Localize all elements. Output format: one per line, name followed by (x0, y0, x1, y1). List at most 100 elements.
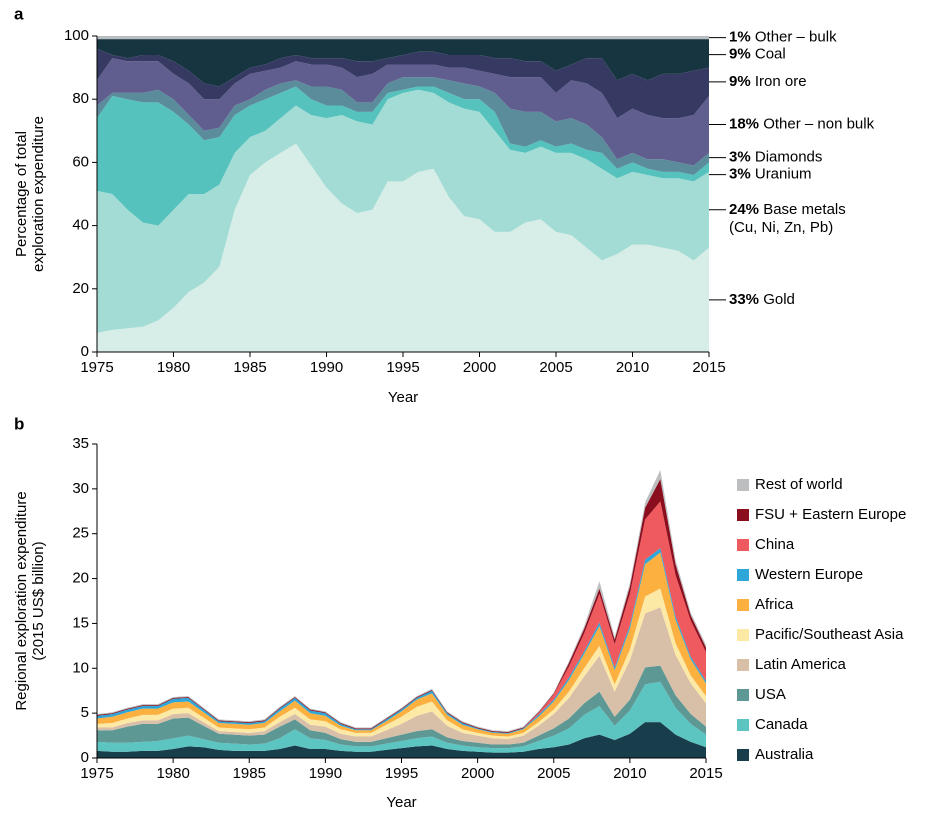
y-axis-label-line: Regional exploration expenditure (13, 491, 30, 710)
legend-label: Latin America (755, 656, 847, 673)
x-tick-label: 1985 (233, 359, 266, 376)
x-tick-label: 1995 (386, 359, 419, 376)
series-label: 3% Uranium (729, 166, 812, 183)
panel-letter: a (14, 4, 24, 23)
series-label: 18% Other – non bulk (729, 115, 875, 132)
area (97, 665, 706, 749)
y-axis-label: Regional exploration expenditure(2015 US… (13, 491, 47, 710)
legend-label: Western Europe (755, 566, 863, 583)
series-share: 9% (729, 73, 751, 90)
x-tick-label: 2010 (613, 765, 646, 782)
area (97, 48, 709, 119)
x-tick-label: 1995 (385, 765, 418, 782)
series-label: 24% Base metals (729, 201, 846, 218)
series-name: Coal (755, 46, 786, 63)
y-tick-label: 10 (72, 659, 89, 676)
y-tick-label: 35 (72, 435, 89, 452)
y-axis-label-line: exploration expenditure (30, 116, 47, 272)
series-name: Other – non bulk (763, 115, 874, 132)
legend-label: China (755, 536, 795, 553)
area (97, 501, 706, 733)
series-name: Diamonds (755, 149, 823, 166)
x-tick-label: 2000 (463, 359, 496, 376)
area (97, 552, 706, 737)
series-name: Iron ore (755, 73, 807, 90)
y-tick-label: 80 (72, 90, 89, 107)
y-axis-label: Percentage of totalexploration expenditu… (13, 116, 47, 272)
y-tick-label: 40 (72, 217, 89, 234)
series-share: 1% (729, 29, 751, 46)
series-name: Uranium (755, 166, 812, 183)
legend-swatch (737, 629, 749, 641)
series-share: 18% (729, 115, 759, 132)
x-axis-label: Year (386, 794, 416, 811)
legend-swatch (737, 749, 749, 761)
series-name: Base metals (763, 201, 846, 218)
legend-label: USA (755, 686, 786, 703)
x-tick-label: 2005 (539, 359, 572, 376)
series-label: 9% Iron ore (729, 73, 807, 90)
area (97, 77, 709, 176)
series-name: Gold (763, 291, 795, 308)
area (97, 36, 709, 40)
area (97, 86, 709, 226)
x-axis-label: Year (388, 389, 418, 406)
legend-label: FSU + Eastern Europe (755, 506, 906, 523)
y-axis-label-line: Percentage of total (13, 131, 30, 257)
series-share: 33% (729, 291, 759, 308)
legend-label: Pacific/Southeast Asia (755, 626, 904, 643)
x-tick-label: 1980 (156, 765, 189, 782)
series-label: 9% Coal (729, 46, 786, 63)
y-tick-label: 100 (64, 27, 89, 44)
y-tick-label: 0 (81, 343, 89, 360)
area (97, 39, 709, 87)
y-tick-label: 30 (72, 480, 89, 497)
legend-swatch (737, 719, 749, 731)
legend-swatch (737, 479, 749, 491)
legend-swatch (737, 689, 749, 701)
x-tick-label: 2010 (616, 359, 649, 376)
x-tick-label: 1990 (310, 359, 343, 376)
area (97, 722, 706, 758)
area (97, 607, 706, 745)
x-tick-label: 1975 (80, 765, 113, 782)
legend-swatch (737, 659, 749, 671)
y-tick-label: 0 (81, 749, 89, 766)
y-tick-label: 25 (72, 525, 89, 542)
panel-letter: b (14, 414, 24, 433)
y-tick-label: 15 (72, 614, 89, 631)
y-axis-label-line: (2015 US$ billion) (30, 541, 47, 660)
x-tick-label: 2015 (692, 359, 725, 376)
area (97, 588, 706, 740)
legend-swatch (737, 509, 749, 521)
x-tick-label: 1980 (157, 359, 190, 376)
series-label: 1% Other – bulk (729, 29, 837, 46)
legend-label: Canada (755, 716, 808, 733)
legend-swatch (737, 569, 749, 581)
y-tick-label: 5 (81, 704, 89, 721)
legend-label: Africa (755, 596, 794, 613)
legend-label: Rest of world (755, 476, 843, 493)
legend-label: Australia (755, 746, 814, 763)
series-label: 3% Diamonds (729, 149, 822, 166)
y-tick-label: 20 (72, 280, 89, 297)
y-tick-label: 20 (72, 570, 89, 587)
x-tick-label: 2000 (461, 765, 494, 782)
series-share: 3% (729, 149, 751, 166)
x-tick-label: 1990 (309, 765, 342, 782)
area (97, 58, 709, 166)
series-share: 9% (729, 46, 751, 63)
panel-group: a 0 20 40 60 80 100 1975 1980 1985 1990 1995 2000 200… (13, 4, 875, 405)
x-tick-label: 1975 (80, 359, 113, 376)
x-tick-label: 2005 (537, 765, 570, 782)
area (97, 143, 709, 352)
legend-swatch (737, 599, 749, 611)
area (97, 681, 706, 753)
y-tick-label: 60 (72, 153, 89, 170)
area (97, 89, 709, 334)
panel-group: b 0 5 10 15 20 25 30 35 1975 1980 1985 1990 1995 2000 2… (13, 414, 906, 810)
series-share: 3% (729, 166, 751, 183)
series-name: Other – bulk (755, 29, 837, 46)
series-label: 33% Gold (729, 291, 795, 308)
